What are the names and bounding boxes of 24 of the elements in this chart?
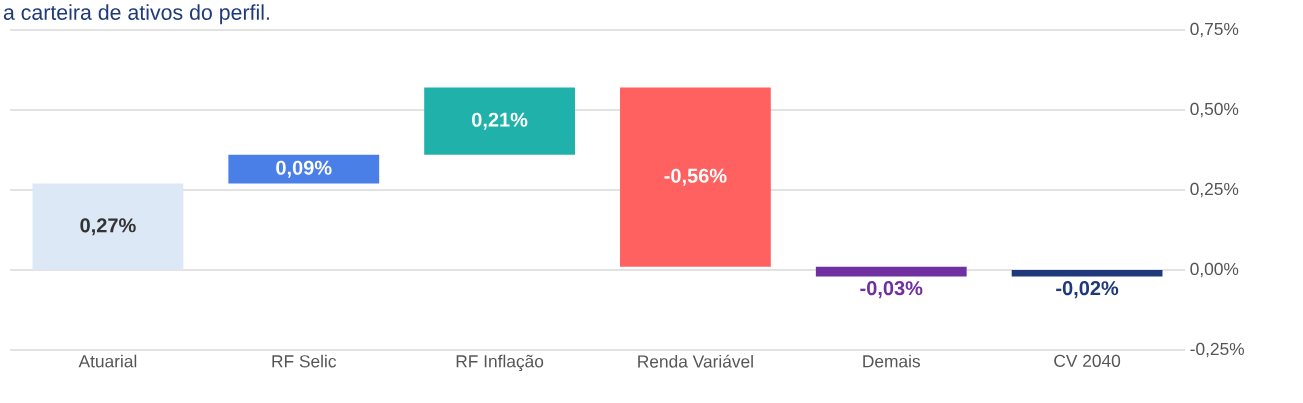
x-tick-label: RF Inflação	[456, 354, 544, 371]
y-tick-label: 0,00%	[1190, 262, 1239, 278]
chart-title: a carteira de ativos do perfil.	[3, 4, 269, 25]
data-label: -0,56%	[664, 168, 727, 186]
data-label: -0,02%	[1056, 281, 1119, 299]
bar	[815, 266, 967, 277]
y-tick-label: -0,25%	[1190, 342, 1245, 358]
y-tick-label: 0,75%	[1190, 22, 1239, 38]
bar	[1011, 269, 1163, 277]
x-tick-label: Demais	[863, 354, 920, 368]
data-label: 0,09%	[276, 160, 332, 178]
x-tick-label: Renda Variável	[638, 354, 753, 368]
bar	[620, 87, 771, 267]
x-tick-label: CV 2040	[1054, 354, 1121, 367]
y-tick-label: 0,50%	[1190, 102, 1239, 118]
bar	[32, 183, 184, 270]
bar	[228, 154, 380, 184]
bar	[424, 87, 575, 155]
data-label: 0,27%	[80, 218, 136, 236]
y-tick-label: 0,25%	[1190, 182, 1239, 198]
x-tick-label: Atuarial	[78, 354, 137, 368]
x-tick-label: RF Selic	[272, 354, 337, 368]
data-label: -0,03%	[860, 281, 923, 299]
data-label: 0,21%	[472, 112, 528, 130]
